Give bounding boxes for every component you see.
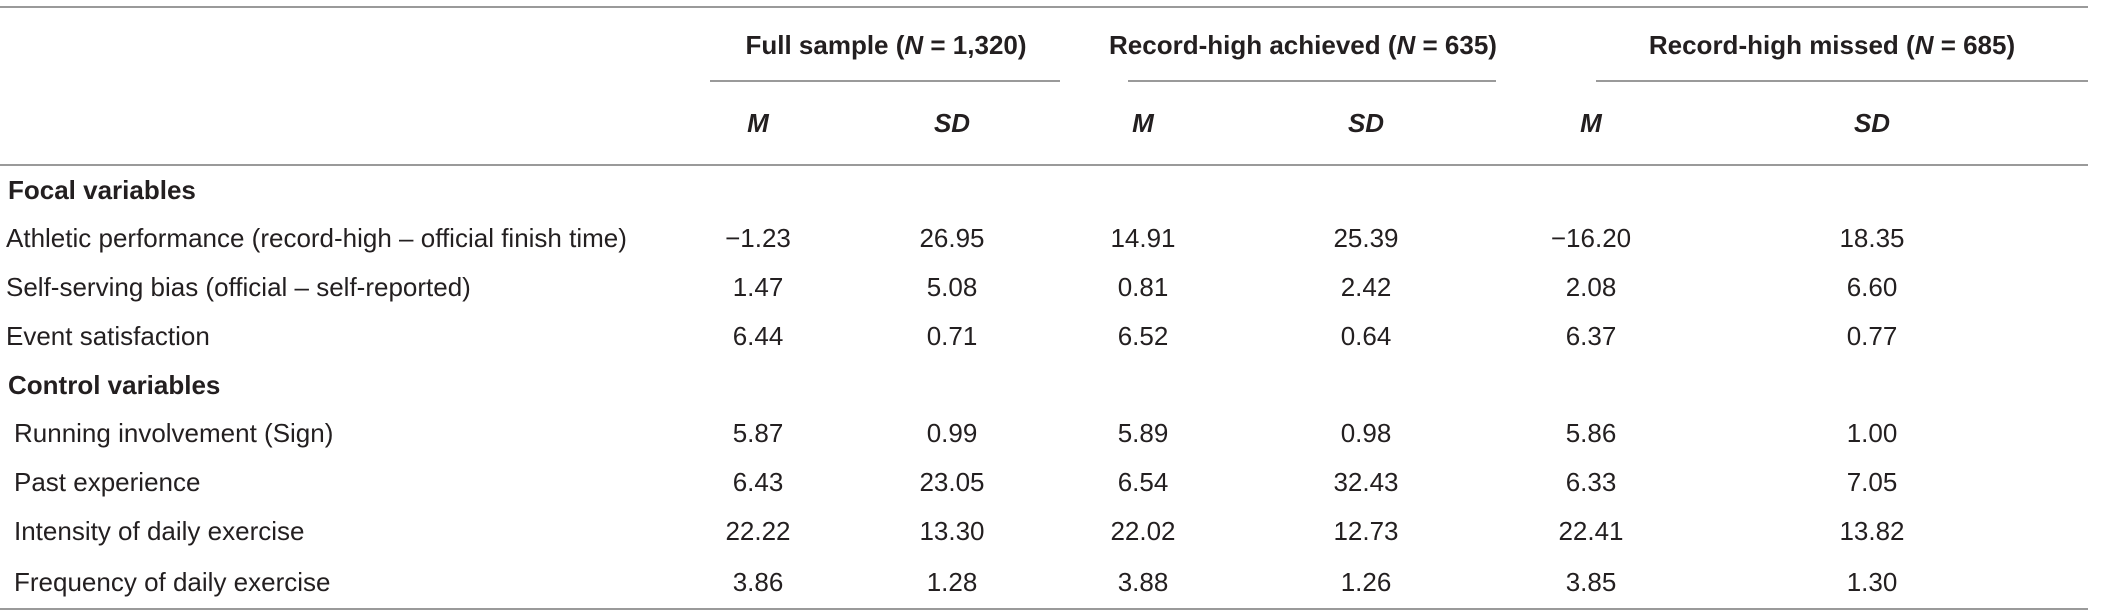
section-row-focal: Focal variables <box>0 165 2088 214</box>
row-label: Running involvement (Sign) <box>14 418 334 448</box>
cell-value: 13.30 <box>919 516 985 546</box>
cell-value: 5.87 <box>732 418 784 448</box>
cell-value: 25.39 <box>1333 223 1399 253</box>
cell-value: 0.99 <box>926 418 978 448</box>
cell-value: 0.71 <box>926 321 978 351</box>
cell-value: 5.08 <box>926 272 978 302</box>
row-label: Past experience <box>14 467 201 497</box>
stat-header-mean: M <box>1526 82 1656 166</box>
cell-value: 5.86 <box>1565 418 1617 448</box>
cell-value: 32.43 <box>1333 467 1399 497</box>
group-header-record-high-achieved: Record-high achieved (N = 635) <box>1080 6 1526 82</box>
table-row: Intensity of daily exercise 22.22 13.30 … <box>0 507 2088 556</box>
cell-value: 22.22 <box>725 516 791 546</box>
cell-value: 0.77 <box>1846 321 1898 351</box>
cell-value: −16.20 <box>1550 223 1632 253</box>
cell-value: 0.81 <box>1117 272 1169 302</box>
cell-value: 1.28 <box>824 556 1080 610</box>
cell-value: 1.26 <box>1206 556 1526 610</box>
cell-value: 6.52 <box>1117 321 1169 351</box>
stat-header-sd: SD <box>824 82 1080 166</box>
cell-value: −1.23 <box>725 223 791 253</box>
table-row: Past experience 6.43 23.05 6.54 32.43 6.… <box>0 458 2088 507</box>
group-prefix: Full sample ( <box>745 30 905 60</box>
group-suffix: = 685) <box>1933 30 2016 60</box>
table-row: Running involvement (Sign) 5.87 0.99 5.8… <box>0 409 2088 458</box>
cell-value: 6.54 <box>1117 467 1169 497</box>
stub-subheader <box>0 82 692 166</box>
table-row: Event satisfaction 6.44 0.71 6.52 0.64 6… <box>0 312 2088 361</box>
cell-value: 6.37 <box>1565 321 1617 351</box>
group-n-symbol: N <box>1396 30 1416 60</box>
row-label: Event satisfaction <box>6 321 210 351</box>
cell-value: 22.41 <box>1558 516 1624 546</box>
cell-value: 1.47 <box>732 272 784 302</box>
row-label: Frequency of daily exercise <box>0 556 692 610</box>
group-header-row: Full sample (N = 1,320) Record-high achi… <box>0 6 2088 82</box>
cell-value: 18.35 <box>1839 223 1905 253</box>
stat-header-mean: M <box>1080 82 1206 166</box>
group-prefix: Record-high achieved ( <box>1109 30 1397 60</box>
cell-value: 6.44 <box>732 321 784 351</box>
cell-value: 6.43 <box>732 467 784 497</box>
cell-value: 3.86 <box>692 556 824 610</box>
cell-value: 7.05 <box>1846 467 1898 497</box>
cell-value: 1.30 <box>1656 556 2088 610</box>
group-header-full-sample: Full sample (N = 1,320) <box>692 6 1080 82</box>
cell-value: 1.00 <box>1846 418 1898 448</box>
group-underline <box>1128 80 1496 82</box>
group-n-symbol: N <box>1914 30 1934 60</box>
cell-value: 6.60 <box>1846 272 1898 302</box>
group-suffix: = 1,320) <box>923 30 1027 60</box>
cell-value: 3.88 <box>1080 556 1206 610</box>
stub-header <box>0 6 692 82</box>
cell-value: 2.42 <box>1340 272 1392 302</box>
cell-value: 2.08 <box>1565 272 1617 302</box>
section-row-control: Control variables <box>0 361 2088 409</box>
group-underline <box>1596 80 2088 82</box>
cell-value: 22.02 <box>1110 516 1176 546</box>
table-row: Self-serving bias (official – self-repor… <box>0 263 2088 312</box>
cell-value: 0.98 <box>1340 418 1392 448</box>
stat-header-row: M SD M SD M SD <box>0 82 2088 166</box>
row-label: Athletic performance (record-high – offi… <box>6 223 627 253</box>
stat-header-sd: SD <box>1656 82 2088 166</box>
cell-value: 13.82 <box>1839 516 1905 546</box>
table-row: Athletic performance (record-high – offi… <box>0 214 2088 263</box>
group-prefix: Record-high missed ( <box>1648 30 1915 60</box>
stat-header-mean: M <box>692 82 824 166</box>
row-label: Self-serving bias (official – self-repor… <box>6 272 471 302</box>
section-title: Focal variables <box>8 174 196 205</box>
group-n-symbol: N <box>904 30 924 60</box>
descriptive-statistics-table: Full sample (N = 1,320) Record-high achi… <box>0 6 2088 610</box>
cell-value: 12.73 <box>1333 516 1399 546</box>
group-header-record-high-missed: Record-high missed (N = 685) <box>1526 6 2088 82</box>
stat-header-sd: SD <box>1206 82 1526 166</box>
cell-value: 5.89 <box>1117 418 1169 448</box>
group-suffix: = 635) <box>1415 30 1497 60</box>
row-label: Intensity of daily exercise <box>14 516 305 546</box>
cell-value: 3.85 <box>1526 556 1656 610</box>
cell-value: 6.33 <box>1565 467 1617 497</box>
cell-value: 23.05 <box>919 467 985 497</box>
section-title: Control variables <box>8 369 221 400</box>
cell-value: 14.91 <box>1110 223 1176 253</box>
group-underline <box>710 80 1060 82</box>
table-row: Frequency of daily exercise 3.86 1.28 3.… <box>0 556 2088 610</box>
cell-value: 0.64 <box>1340 321 1392 351</box>
cell-value: 26.95 <box>919 223 985 253</box>
